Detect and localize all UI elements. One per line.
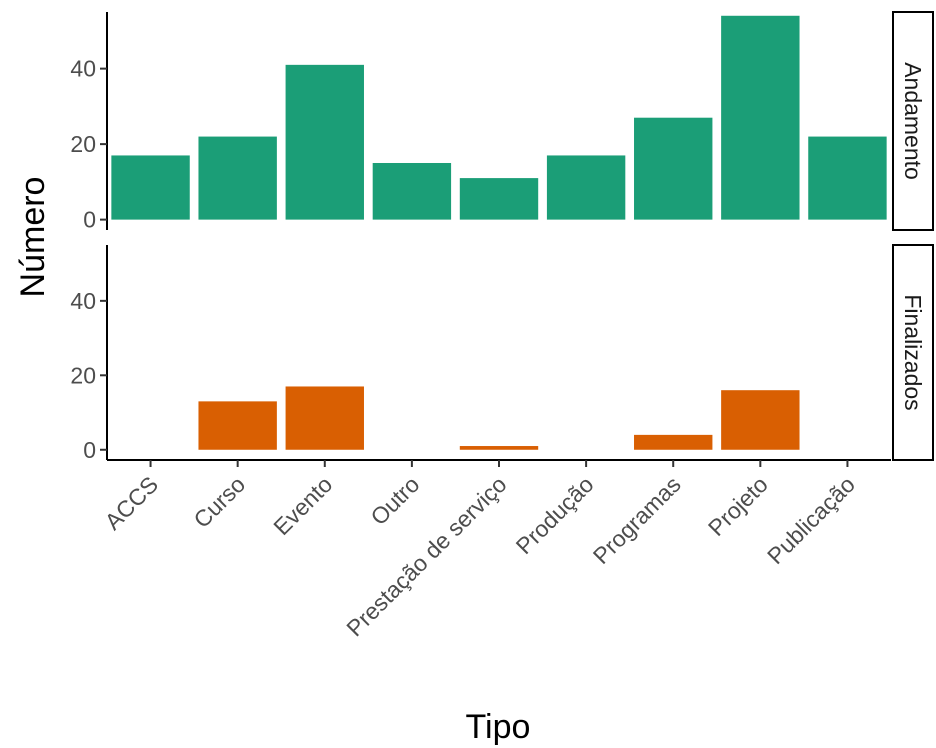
- x-tick-label: Programas: [588, 471, 686, 569]
- y-tick-label: 40: [70, 288, 96, 314]
- bar-andamento-8: [808, 136, 887, 220]
- bar-andamento-2: [285, 64, 364, 220]
- y-tick-label: 0: [83, 437, 96, 463]
- bar-andamento-5: [546, 155, 626, 220]
- x-axis-title: Tipo: [466, 708, 531, 746]
- facet-strip-label: Andamento: [900, 62, 926, 180]
- bar-finalizados-7: [721, 390, 800, 450]
- bar-finalizados-1: [198, 401, 277, 450]
- y-tick-label: 40: [70, 56, 96, 82]
- x-tick-label: Projeto: [703, 471, 773, 541]
- facet-strip: [892, 11, 934, 231]
- y-tick-label: 0: [83, 207, 96, 233]
- bar-finalizados-4: [459, 446, 539, 450]
- bar-andamento-6: [634, 117, 713, 220]
- x-tick-label: Prestação de serviço: [341, 471, 511, 641]
- bar-andamento-1: [198, 136, 277, 220]
- bar-andamento-0: [111, 155, 190, 220]
- x-tick-label: Produção: [511, 471, 599, 559]
- bar-andamento-7: [721, 15, 800, 220]
- x-tick-label: Evento: [268, 471, 337, 540]
- x-tick-label: Curso: [188, 471, 250, 533]
- facet-panel-finalizados: 0 20 40 Finalizados: [70, 244, 934, 463]
- facet-strip-label: Finalizados: [900, 294, 926, 410]
- x-tick-label: Publicação: [762, 471, 860, 569]
- bar-finalizados-6: [634, 434, 713, 450]
- y-tick-label: 20: [70, 131, 96, 157]
- bar-andamento-3: [372, 162, 452, 220]
- facet-strip: [892, 244, 934, 461]
- x-tick-label: ACCS: [100, 471, 164, 535]
- bar-andamento-4: [459, 178, 539, 220]
- facet-panel-andamento: 0 20 40 Andamento: [70, 11, 934, 233]
- x-tick-label: Outro: [365, 471, 424, 530]
- y-axis-title: Número: [14, 177, 52, 298]
- bar-finalizados-2: [285, 386, 364, 450]
- y-tick-label: 20: [70, 362, 96, 388]
